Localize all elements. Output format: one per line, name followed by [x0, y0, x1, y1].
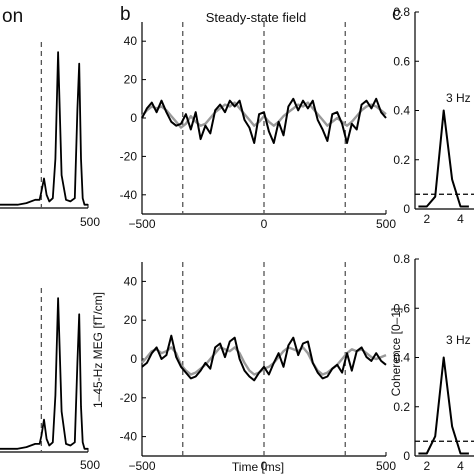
evoked-response-trace: [0, 51, 88, 206]
y-tick-label: 0.4: [393, 104, 410, 118]
panel-b-top-plot: -40 -20 0 20 40 −500 0 500: [120, 22, 396, 231]
y-tick-label: 0.2: [393, 400, 410, 414]
panel-b-letter: b: [120, 4, 131, 25]
y-tick-label: -40: [120, 430, 138, 444]
y-tick-label: 40: [124, 34, 138, 48]
panel-c-letter: c: [392, 4, 402, 25]
panel-a-bottom-x-end-tick: 500: [80, 458, 100, 472]
evoked-response-trace: [0, 297, 88, 450]
panel-a-top-plot: [0, 42, 89, 209]
coherence-trace: [418, 109, 469, 208]
y-tick-label: 0.6: [393, 301, 410, 315]
measured-trace: [141, 97, 387, 144]
x-axis-label: Time [ms]: [232, 460, 284, 474]
panel-c-y-axis-label: Coherence [0–1]: [389, 308, 403, 397]
panel-c-top-peak-annotation: 3 Hz: [446, 91, 471, 105]
y-tick-label: 20: [124, 73, 138, 87]
x-tick-label: 2: [423, 459, 430, 473]
panel-c-top-plot: 0 0.2 0.4 0.6 0.8 2 4: [393, 5, 474, 226]
x-tick-label: 0: [261, 459, 268, 473]
x-tick-label: −500: [128, 459, 155, 473]
panel-b-bottom-plot: -40 -20 0 20 40 −500 0 500: [120, 262, 396, 473]
x-tick-label: 4: [457, 459, 464, 473]
x-tick-label: 2: [423, 212, 430, 226]
y-tick-label: 0: [403, 449, 410, 463]
y-tick-label: 0: [130, 352, 137, 366]
x-tick-label: 4: [457, 212, 464, 226]
y-tick-label: 0.8: [393, 5, 410, 19]
x-tick-label: 500: [376, 459, 396, 473]
x-tick-label: 500: [376, 217, 396, 231]
y-tick-label: -20: [120, 391, 138, 405]
y-tick-label: 0.8: [393, 252, 410, 266]
panel-b-title: Steady-state field: [206, 10, 306, 25]
panel-c-bottom-plot: 0 0.2 0.4 0.6 0.8 2 4: [393, 252, 474, 473]
panel-b-y-axis-label: 1–45-Hz MEG [fT/cm]: [91, 292, 105, 408]
model-trace: [141, 346, 387, 376]
measured-trace: [141, 334, 387, 382]
panel-c-bottom-peak-annotation: 3 Hz: [446, 333, 471, 347]
y-tick-label: 0.4: [393, 351, 410, 365]
y-tick-label: 40: [124, 274, 138, 288]
y-tick-label: 20: [124, 313, 138, 327]
panel-a-bottom-plot: [0, 288, 89, 453]
x-tick-label: 0: [261, 217, 268, 231]
coherence-trace: [418, 356, 469, 455]
y-tick-label: 0: [130, 111, 137, 125]
y-tick-label: -40: [120, 188, 138, 202]
x-tick-label: −500: [128, 217, 155, 231]
y-tick-label: -20: [120, 149, 138, 163]
y-tick-label: 0: [403, 202, 410, 216]
panel-a-title-fragment: on: [2, 6, 23, 27]
y-tick-label: 0.2: [393, 153, 410, 167]
y-tick-label: 0.6: [393, 54, 410, 68]
panel-a-top-x-end-tick: 500: [80, 215, 100, 229]
